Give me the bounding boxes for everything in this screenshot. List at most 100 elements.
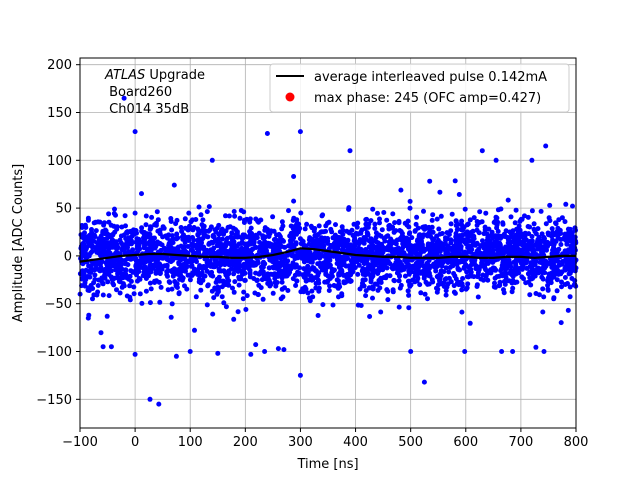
scatter-point [248, 351, 254, 357]
scatter-point [306, 295, 312, 301]
scatter-point [387, 273, 393, 279]
scatter-point [140, 273, 146, 279]
scatter-point [477, 209, 483, 215]
scatter-point [295, 255, 301, 261]
scatter-point [510, 349, 516, 354]
scatter-point [529, 265, 535, 271]
scatter-point [406, 305, 412, 311]
scatter-point [104, 262, 110, 268]
scatter-point [202, 228, 207, 234]
scatter-point [486, 247, 492, 253]
annotation-line-3: Ch014 35dB [105, 102, 189, 117]
scatter-point [475, 294, 481, 300]
scatter-point [506, 262, 512, 268]
scatter-point [168, 244, 174, 250]
scatter-point [390, 211, 396, 217]
scatter-point [341, 279, 347, 285]
scatter-point [566, 236, 572, 242]
scatter-point [174, 285, 180, 290]
scatter-point [367, 314, 373, 319]
scatter-point [547, 202, 553, 208]
scatter-point [425, 272, 431, 278]
scatter-point [388, 236, 394, 242]
scatter-point [519, 231, 525, 237]
scatter-point [479, 263, 485, 269]
scatter-point [567, 294, 573, 300]
scatter-point [117, 290, 123, 296]
y-tick-label: 100 [47, 154, 72, 169]
scatter-point [458, 246, 464, 252]
annotation-line-2: Board260 [105, 85, 172, 100]
scatter-point [88, 270, 94, 275]
scatter-point [448, 228, 454, 234]
scatter-point [234, 229, 240, 235]
legend-box [269, 63, 570, 113]
scatter-point [225, 224, 231, 230]
scatter-point [461, 265, 467, 271]
scatter-point [271, 228, 277, 234]
scatter-point [164, 262, 170, 268]
scatter-point [448, 247, 454, 253]
scatter-point [109, 263, 115, 269]
scatter-point [333, 238, 339, 244]
scatter-point [360, 268, 365, 274]
scatter-point [126, 235, 132, 241]
scatter-point [213, 251, 218, 256]
x-tick-label: 300 [288, 435, 313, 450]
scatter-point [492, 284, 498, 290]
scatter-point [113, 267, 119, 273]
scatter-point [253, 342, 259, 348]
scatter-point [282, 285, 287, 291]
scatter-point [126, 276, 132, 282]
scatter-point [377, 216, 382, 222]
scatter-point [525, 214, 531, 220]
scatter-point [443, 265, 449, 271]
scatter-point [210, 233, 216, 238]
scatter-point [310, 277, 316, 283]
scatter-point [377, 285, 383, 291]
scatter-point [88, 264, 94, 270]
scatter-point [372, 238, 378, 244]
scatter-point [363, 217, 369, 223]
scatter-point [335, 285, 341, 291]
scatter-point [527, 292, 533, 298]
scatter-point [393, 228, 399, 234]
scatter-point [545, 282, 551, 288]
scatter-point [526, 231, 532, 237]
scatter-point [360, 280, 365, 286]
scatter-point [227, 248, 233, 253]
scatter-point [465, 274, 471, 280]
scatter-point [143, 213, 149, 219]
scatter-point [180, 236, 186, 242]
scatter-point [393, 262, 399, 268]
scatter-point [464, 269, 470, 275]
scatter-point [206, 204, 212, 210]
scatter-point [448, 221, 454, 227]
scatter-point [100, 281, 106, 287]
scatter-point [455, 226, 461, 232]
scatter-point [492, 280, 497, 286]
scatter-point [388, 241, 394, 247]
scatter-point [396, 304, 402, 310]
scatter-point [96, 277, 102, 283]
scatter-point [397, 273, 402, 279]
scatter-point [291, 174, 297, 179]
scatter-point [248, 236, 254, 242]
scatter-point [279, 219, 285, 225]
legend: average interleaved pulse 0.142mA max ph… [269, 63, 570, 113]
scatter-point [460, 276, 466, 281]
scatter-point [370, 271, 375, 277]
scatter-point [451, 283, 457, 289]
scatter-point [529, 234, 535, 239]
scatter-point [246, 240, 252, 246]
scatter-point [280, 269, 286, 275]
scatter-point [183, 225, 188, 231]
scatter-point [219, 294, 225, 300]
scatter-point [198, 287, 204, 293]
scatter-point [127, 294, 133, 300]
scatter-point [90, 286, 96, 291]
scatter-point [310, 241, 316, 247]
scatter-point [186, 238, 192, 243]
scatter-point [307, 235, 313, 241]
scatter-point [259, 277, 265, 283]
